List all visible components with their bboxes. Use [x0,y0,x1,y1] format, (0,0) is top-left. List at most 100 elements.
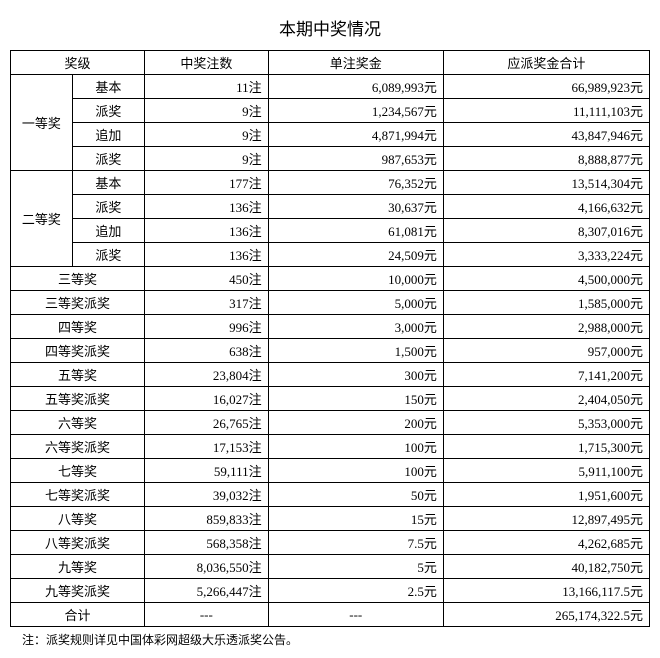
count-cell: 8,036,550注 [144,555,268,579]
amount-cell: 15元 [268,507,443,531]
row-label: 八等奖 [11,507,145,531]
row-label: 三等奖派奖 [11,291,145,315]
count-cell: 59,111注 [144,459,268,483]
count-cell: 9注 [144,123,268,147]
header-amount: 单注奖金 [268,51,443,75]
sub-label: 派奖 [72,195,144,219]
count-cell: 23,804注 [144,363,268,387]
count-cell: 996注 [144,315,268,339]
total-cell: 1,951,600元 [443,483,649,507]
row-label: 九等奖 [11,555,145,579]
table-row: 派奖136注24,509元3,333,224元 [11,243,650,267]
table-row: 一等奖基本11注6,089,993元66,989,923元 [11,75,650,99]
row-label: 四等奖派奖 [11,339,145,363]
amount-cell: 50元 [268,483,443,507]
total-cell: 66,989,923元 [443,75,649,99]
count-cell: 26,765注 [144,411,268,435]
amount-cell: 4,871,994元 [268,123,443,147]
total-cell: 2,988,000元 [443,315,649,339]
amount-cell: 10,000元 [268,267,443,291]
count-cell: 9注 [144,147,268,171]
amount-cell: 3,000元 [268,315,443,339]
table-row: 四等奖派奖638注1,500元957,000元 [11,339,650,363]
total-amount: --- [268,603,443,627]
table-row: 九等奖8,036,550注5元40,182,750元 [11,555,650,579]
count-cell: 9注 [144,99,268,123]
table-row: 五等奖派奖16,027注150元2,404,050元 [11,387,650,411]
table-row: 四等奖996注3,000元2,988,000元 [11,315,650,339]
total-cell: 4,262,685元 [443,531,649,555]
count-cell: 136注 [144,219,268,243]
total-cell: 8,307,016元 [443,219,649,243]
row-label: 九等奖派奖 [11,579,145,603]
row-label: 六等奖派奖 [11,435,145,459]
total-cell: 4,166,632元 [443,195,649,219]
count-cell: 5,266,447注 [144,579,268,603]
amount-cell: 7.5元 [268,531,443,555]
amount-cell: 24,509元 [268,243,443,267]
table-row: 追加136注61,081元8,307,016元 [11,219,650,243]
amount-cell: 150元 [268,387,443,411]
table-row: 追加9注4,871,994元43,847,946元 [11,123,650,147]
total-row: 合计------265,174,322.5元 [11,603,650,627]
total-cell: 1,715,300元 [443,435,649,459]
total-cell: 4,500,000元 [443,267,649,291]
total-cell: 957,000元 [443,339,649,363]
group-label: 一等奖 [11,75,73,171]
amount-cell: 100元 [268,435,443,459]
footnote: 注：派奖规则详见中国体彩网超级大乐透派奖公告。 [10,631,650,648]
table-row: 三等奖派奖317注5,000元1,585,000元 [11,291,650,315]
page-title: 本期中奖情况 [10,15,650,40]
group-label: 二等奖 [11,171,73,267]
row-label: 五等奖 [11,363,145,387]
table-row: 八等奖859,833注15元12,897,495元 [11,507,650,531]
count-cell: 16,027注 [144,387,268,411]
table-row: 五等奖23,804注300元7,141,200元 [11,363,650,387]
sub-label: 派奖 [72,147,144,171]
total-count: --- [144,603,268,627]
total-cell: 13,166,117.5元 [443,579,649,603]
total-cell: 3,333,224元 [443,243,649,267]
amount-cell: 6,089,993元 [268,75,443,99]
row-label: 七等奖派奖 [11,483,145,507]
amount-cell: 1,500元 [268,339,443,363]
row-label: 五等奖派奖 [11,387,145,411]
count-cell: 39,032注 [144,483,268,507]
sub-label: 追加 [72,219,144,243]
sub-label: 基本 [72,75,144,99]
count-cell: 136注 [144,195,268,219]
total-cell: 12,897,495元 [443,507,649,531]
table-row: 七等奖派奖39,032注50元1,951,600元 [11,483,650,507]
prize-table: 奖级中奖注数单注奖金应派奖金合计一等奖基本11注6,089,993元66,989… [10,50,650,627]
table-row: 七等奖59,111注100元5,911,100元 [11,459,650,483]
table-row: 三等奖450注10,000元4,500,000元 [11,267,650,291]
total-cell: 5,911,100元 [443,459,649,483]
amount-cell: 5元 [268,555,443,579]
header-level: 奖级 [11,51,145,75]
count-cell: 11注 [144,75,268,99]
total-cell: 11,111,103元 [443,99,649,123]
total-label: 合计 [11,603,145,627]
table-row: 九等奖派奖5,266,447注2.5元13,166,117.5元 [11,579,650,603]
row-label: 六等奖 [11,411,145,435]
count-cell: 17,153注 [144,435,268,459]
table-row: 六等奖26,765注200元5,353,000元 [11,411,650,435]
amount-cell: 30,637元 [268,195,443,219]
count-cell: 638注 [144,339,268,363]
row-label: 八等奖派奖 [11,531,145,555]
amount-cell: 5,000元 [268,291,443,315]
row-label: 三等奖 [11,267,145,291]
header-total: 应派奖金合计 [443,51,649,75]
sub-label: 派奖 [72,243,144,267]
amount-cell: 987,653元 [268,147,443,171]
amount-cell: 2.5元 [268,579,443,603]
total-cell: 2,404,050元 [443,387,649,411]
amount-cell: 100元 [268,459,443,483]
table-row: 派奖9注1,234,567元11,111,103元 [11,99,650,123]
count-cell: 136注 [144,243,268,267]
total-cell: 1,585,000元 [443,291,649,315]
sub-label: 派奖 [72,99,144,123]
sub-label: 追加 [72,123,144,147]
amount-cell: 61,081元 [268,219,443,243]
total-cell: 5,353,000元 [443,411,649,435]
